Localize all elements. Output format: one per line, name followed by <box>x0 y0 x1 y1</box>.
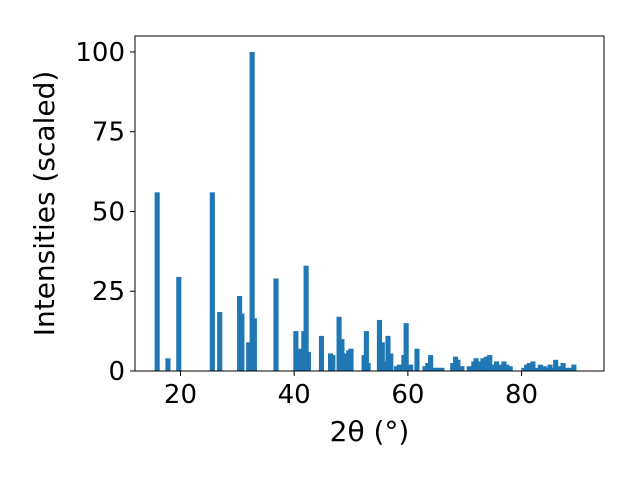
bar <box>251 318 257 371</box>
bar <box>537 364 543 371</box>
plot-frame <box>134 35 605 372</box>
bar <box>530 361 536 371</box>
x-tick-label: 60 <box>391 380 424 410</box>
y-tick-label: 25 <box>92 277 125 307</box>
bar <box>318 335 325 371</box>
bar <box>298 348 304 371</box>
bar <box>408 364 414 371</box>
bar <box>336 316 342 371</box>
bar <box>428 355 434 371</box>
bar <box>526 363 533 371</box>
bar <box>521 367 527 371</box>
bar <box>339 339 345 371</box>
bar <box>176 276 182 371</box>
bar <box>209 192 215 371</box>
bar <box>567 367 574 371</box>
bar <box>433 367 439 371</box>
x-axis-label: 2θ (°) <box>330 415 410 448</box>
bar <box>504 364 510 371</box>
bar <box>217 311 223 371</box>
bar <box>425 363 431 371</box>
x-tick-label: 40 <box>278 380 311 410</box>
bar <box>348 348 354 371</box>
y-tick-label: 100 <box>75 38 125 68</box>
bar <box>483 356 489 371</box>
bar <box>239 313 245 371</box>
bar <box>154 192 160 371</box>
bar <box>342 353 348 371</box>
bar <box>414 348 420 371</box>
bar <box>165 358 171 371</box>
bars-group <box>154 51 577 371</box>
bar <box>305 351 311 371</box>
bar <box>295 353 301 371</box>
bar <box>450 363 456 371</box>
bar <box>403 323 409 371</box>
bar <box>330 355 336 371</box>
bar <box>293 331 299 371</box>
bar <box>553 359 559 371</box>
bar <box>473 358 479 371</box>
bar <box>430 367 437 371</box>
y-tick-label: 50 <box>92 197 125 227</box>
bar <box>393 366 400 371</box>
bar <box>396 364 402 371</box>
x-axis: 20 40 60 80 <box>164 371 538 410</box>
bar <box>376 319 383 371</box>
bar <box>487 355 493 371</box>
bar <box>273 278 279 371</box>
bar <box>382 361 388 371</box>
bar <box>494 361 500 371</box>
bar <box>480 358 486 371</box>
bar <box>385 335 391 371</box>
bar <box>379 342 385 371</box>
bar <box>422 366 428 371</box>
y-axis: 0 25 50 75 100 <box>75 38 135 387</box>
x-tick-label: 20 <box>164 380 197 410</box>
bar <box>507 366 513 371</box>
bar <box>501 361 507 371</box>
bar <box>388 353 394 371</box>
x-tick-label: 80 <box>505 380 538 410</box>
bar <box>544 367 550 371</box>
bar <box>249 51 255 371</box>
bar <box>246 342 252 371</box>
bar <box>303 265 309 371</box>
bar <box>560 363 566 371</box>
bar <box>476 361 483 371</box>
y-tick-label: 0 <box>108 357 125 387</box>
bar <box>365 363 371 371</box>
bar <box>571 364 577 371</box>
bar <box>439 367 445 371</box>
y-tick-label: 75 <box>92 118 125 148</box>
y-axis-label: Intensities (scaled) <box>28 71 61 337</box>
bar <box>557 366 563 371</box>
bar <box>534 367 540 371</box>
bar <box>363 331 369 371</box>
bar <box>564 367 570 371</box>
bar <box>497 364 504 371</box>
bar <box>466 366 472 371</box>
bar <box>459 366 465 371</box>
bar <box>547 364 553 371</box>
bar <box>455 359 461 371</box>
bar <box>524 364 530 371</box>
bar <box>436 367 442 371</box>
bar <box>490 364 496 371</box>
